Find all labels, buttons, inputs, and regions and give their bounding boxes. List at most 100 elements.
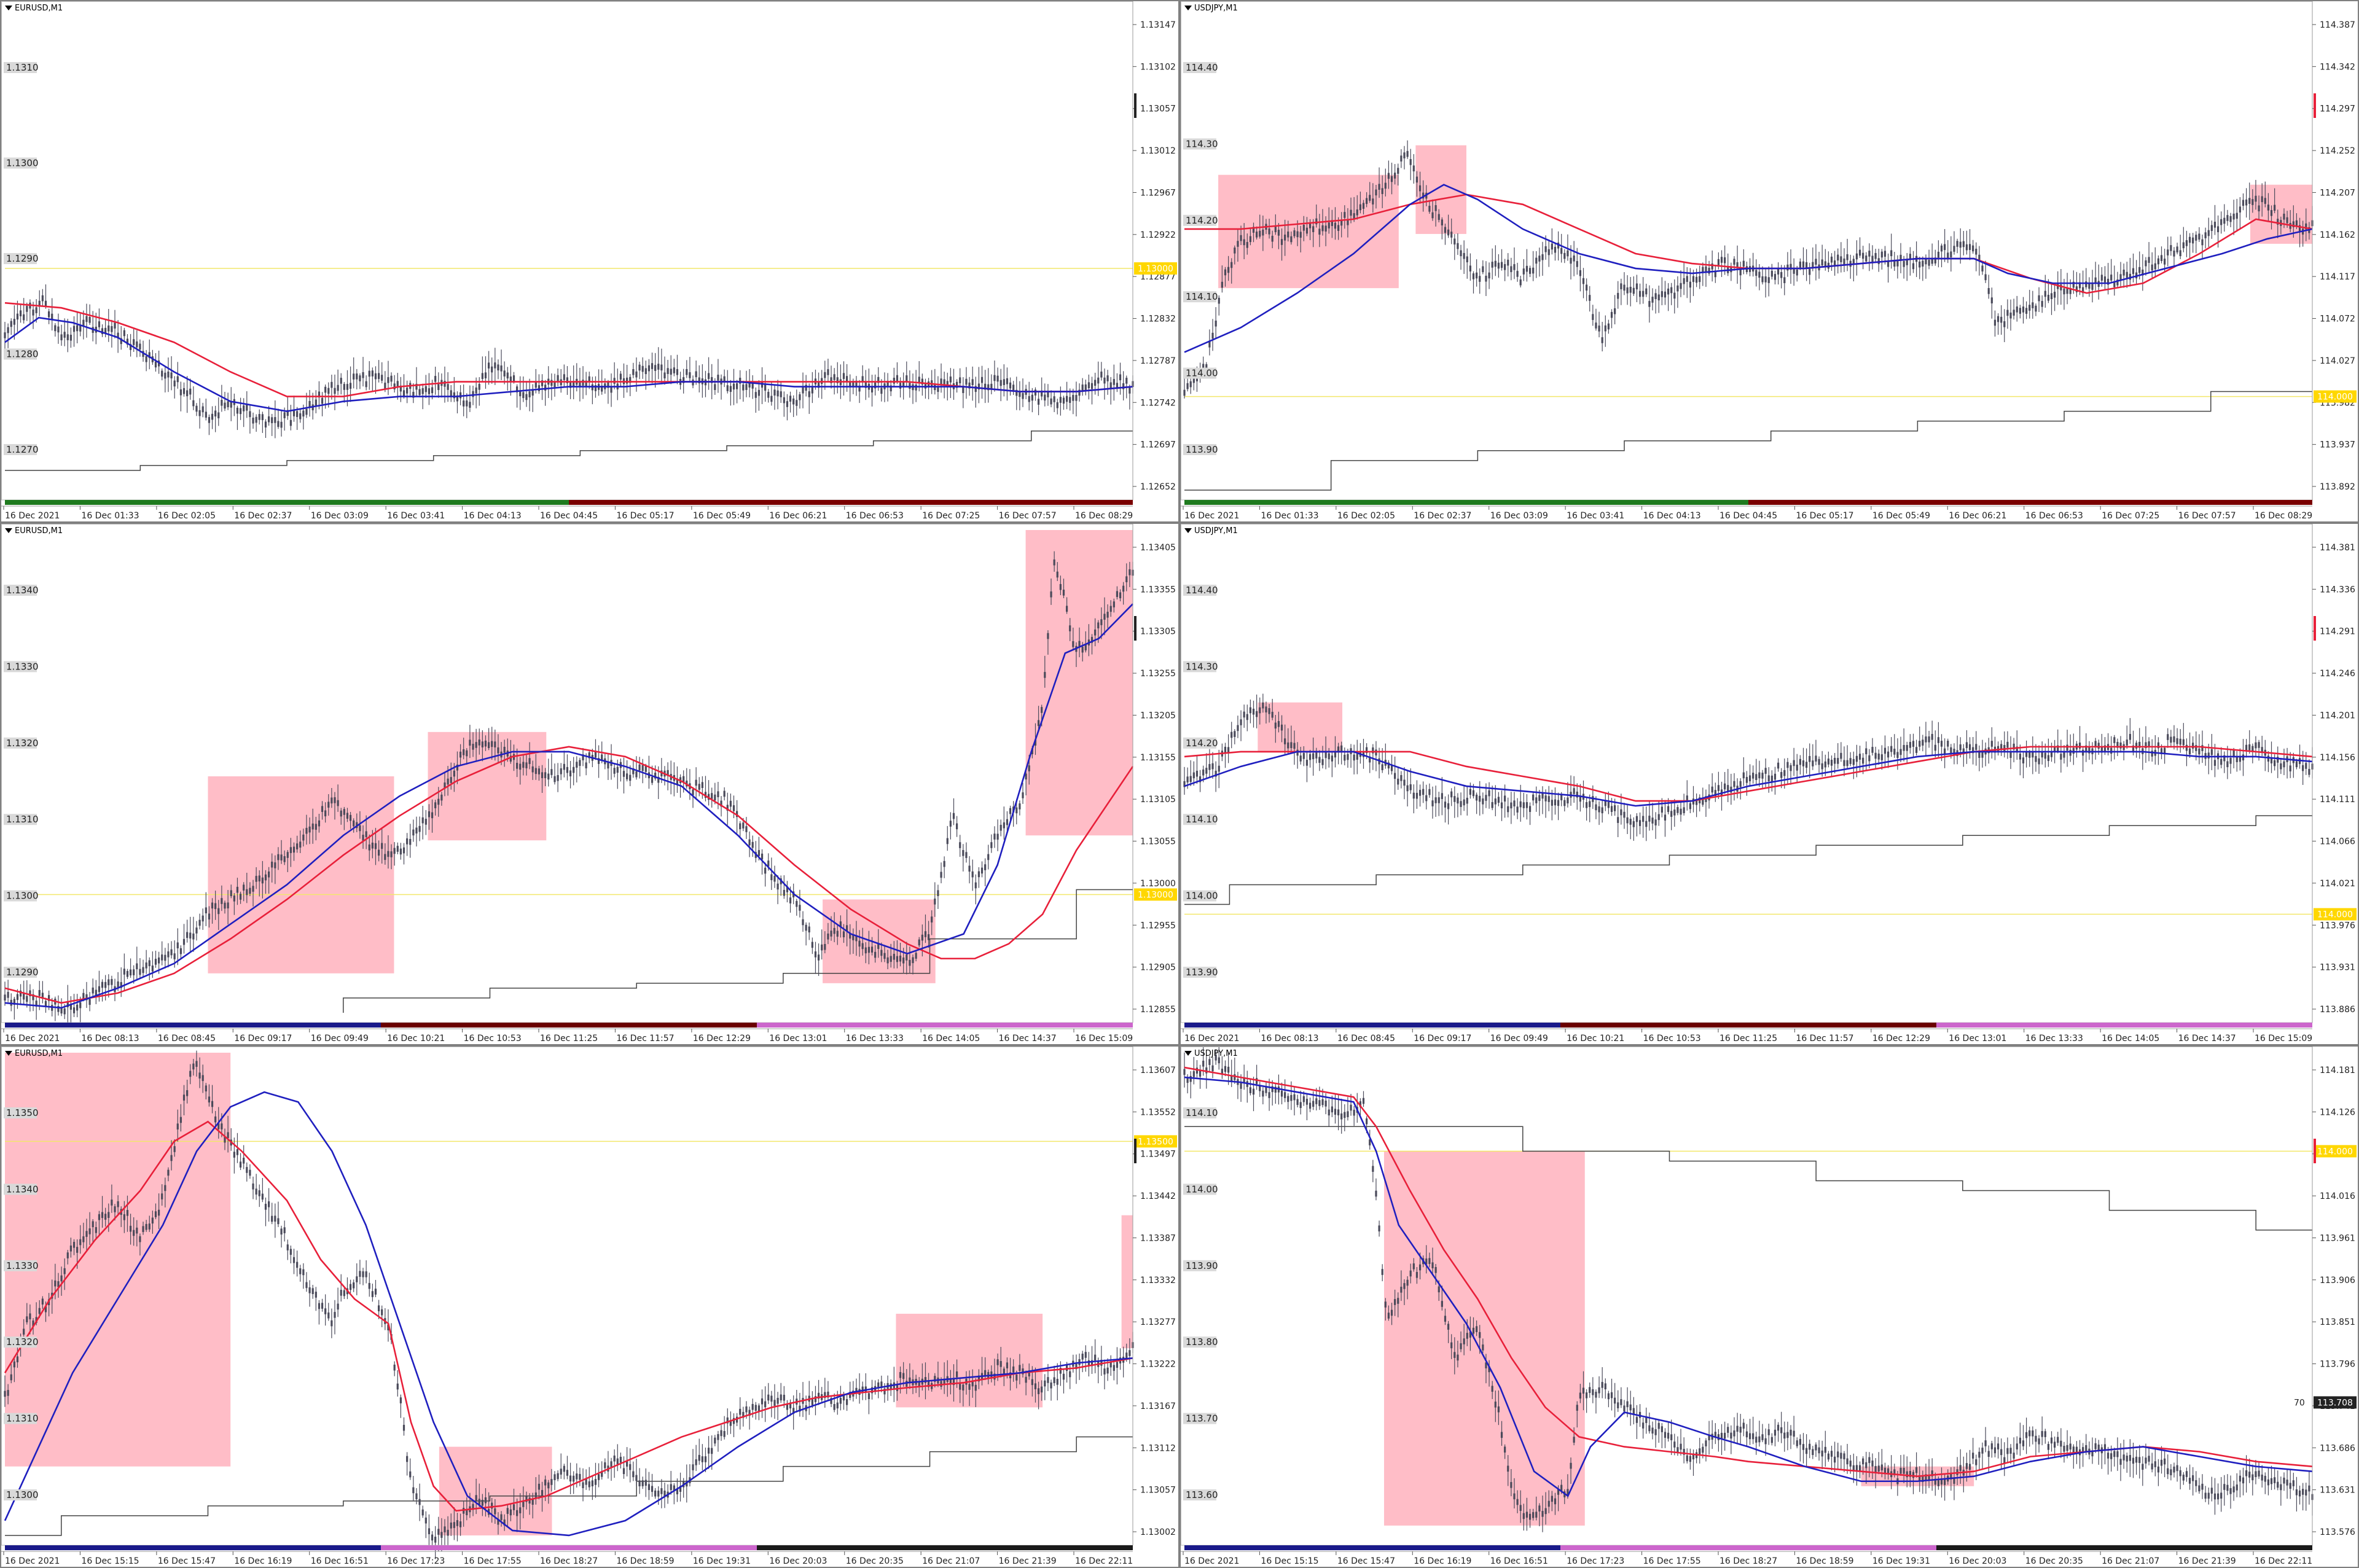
session-strip [1936, 1023, 2030, 1028]
symbol-label: EURUSD,M1 [15, 526, 63, 536]
time-label: 16 Dec 2021 [1184, 1556, 1239, 1566]
time-label: 16 Dec 09:17 [234, 1034, 292, 1043]
price-label-bg [4, 444, 37, 455]
session-strip [1184, 500, 1278, 505]
chart-canvas: 114.40 114.30 114.20 114.10 114.00 113.90 114.… [1181, 524, 2357, 1043]
session-strip [1748, 1545, 1842, 1550]
time-label: 16 Dec 10:53 [464, 1034, 522, 1043]
chart-panel-usdjpy-3[interactable]: 114.10 114.00 113.90 113.80 113.70 113.60 114.… [1181, 1047, 2358, 1567]
session-strip [569, 1023, 663, 1028]
chart-title: USDJPY,M1 [1184, 4, 1238, 13]
time-label: 16 Dec 17:23 [387, 1556, 445, 1566]
price-label-right: 113.886 [2320, 1005, 2355, 1015]
price-label-bg [1183, 138, 1216, 150]
session-strip [193, 500, 287, 505]
price-label-bg [1183, 214, 1216, 226]
level-tag-bg [1134, 262, 1177, 275]
dropdown-triangle-icon[interactable] [1184, 528, 1192, 533]
chart-title: EURUSD,M1 [5, 526, 63, 536]
price-label-left: 114.00 [1186, 368, 1218, 379]
time-label: 16 Dec 08:29 [2255, 511, 2312, 521]
time-label: 16 Dec 2021 [5, 1556, 60, 1566]
time-label: 16 Dec 04:13 [464, 511, 522, 521]
session-strip [1560, 500, 1654, 505]
chart-title: USDJPY,M1 [1184, 526, 1238, 536]
price-label-bg [1183, 1413, 1216, 1424]
chart-panel-eurusd-2[interactable]: 1.1340 1.1330 1.1320 1.1310 1.1300 1.1290 1.13… [1, 524, 1178, 1044]
price-label-right: 1.12877 [1140, 272, 1176, 282]
price-label-left: 114.30 [1186, 138, 1218, 149]
time-label: 16 Dec 07:25 [2102, 511, 2159, 521]
time-label: 16 Dec 21:39 [2178, 1556, 2236, 1566]
price-label-right: 1.12652 [1140, 482, 1176, 492]
step-line [343, 889, 1133, 1013]
price-label-left: 1.1290 [6, 253, 39, 264]
level-tag-bg [2314, 390, 2357, 403]
time-label: 16 Dec 08:45 [158, 1034, 216, 1043]
session-strip [757, 500, 851, 505]
chart-panel-usdjpy-1[interactable]: 114.40 114.30 114.20 114.10 114.00 113.90 114.… [1181, 1, 2358, 521]
price-label-bg [1183, 967, 1216, 978]
price-label-bg [1183, 1107, 1216, 1118]
time-label: 16 Dec 15:09 [1075, 1034, 1133, 1043]
time-label: 16 Dec 19:31 [693, 1556, 751, 1566]
time-label: 16 Dec 05:17 [1796, 511, 1853, 521]
level-tag-bg [1134, 1135, 1177, 1148]
chart-panel-usdjpy-2[interactable]: 114.40 114.30 114.20 114.10 114.00 113.90 114.… [1181, 524, 2358, 1044]
fast-moving-average [4, 1091, 1133, 1537]
price-label-bg [1183, 1489, 1216, 1500]
chart-panel-eurusd-3[interactable]: 1.1350 1.1340 1.1330 1.1320 1.1310 1.1300 1.13… [1, 1047, 1178, 1567]
price-label-right: 1.13000 [1140, 879, 1176, 889]
level-tag-bg [2314, 1145, 2357, 1158]
time-label: 16 Dec 02:37 [1414, 511, 1471, 521]
price-label-left: 1.1330 [6, 661, 39, 672]
price-label-right: 113.906 [2320, 1276, 2355, 1285]
level-tag: 114.000 [2317, 1147, 2353, 1156]
price-label-bg [1183, 291, 1216, 303]
price-label-right: 114.162 [2320, 230, 2355, 240]
time-label: 16 Dec 08:13 [1261, 1034, 1318, 1043]
dropdown-triangle-icon[interactable] [1184, 6, 1192, 10]
time-label: 16 Dec 06:53 [846, 511, 904, 521]
symbol-label: EURUSD,M1 [15, 4, 63, 13]
step-line [5, 430, 1133, 471]
candles [1183, 1047, 2314, 1532]
highlight-zone [208, 776, 394, 973]
slow-moving-average [4, 746, 1134, 1004]
time-label: 16 Dec 17:23 [1567, 1556, 1624, 1566]
price-label-right: 1.13255 [1140, 669, 1176, 679]
session-strip [1654, 500, 1748, 505]
step-line [1184, 815, 2312, 905]
time-label: 16 Dec 17:55 [464, 1556, 522, 1566]
session-strip [381, 1023, 475, 1028]
session-strip [2030, 1545, 2124, 1550]
time-label: 16 Dec 2021 [5, 511, 60, 521]
dropdown-triangle-icon[interactable] [1184, 1051, 1192, 1056]
time-label: 16 Dec 06:21 [1949, 511, 2006, 521]
price-label-right: 113.976 [2320, 921, 2355, 930]
time-label: 16 Dec 19:31 [1872, 1556, 1930, 1566]
highlight-zone [1121, 1215, 1133, 1349]
price-label-left: 1.1320 [6, 738, 39, 749]
time-label: 16 Dec 16:51 [1490, 1556, 1548, 1566]
price-label-left: 1.1340 [6, 585, 39, 596]
time-label: 16 Dec 14:05 [922, 1034, 980, 1043]
chart-canvas: 1.1310 1.1300 1.1290 1.1280 1.1270 1.13147 1.1… [1, 1, 1177, 521]
dropdown-triangle-icon[interactable] [5, 6, 12, 10]
session-strip [287, 1023, 381, 1028]
time-label: 16 Dec 11:57 [1796, 1034, 1853, 1043]
price-label-left: 114.10 [1186, 1107, 1218, 1118]
time-label: 16 Dec 13:01 [1949, 1034, 2006, 1043]
session-strip [1466, 1545, 1560, 1550]
price-label-right: 1.13387 [1140, 1233, 1176, 1243]
symbol-label: USDJPY,M1 [1194, 1049, 1238, 1058]
session-strip [569, 500, 663, 505]
session-strip [1278, 1023, 1372, 1028]
time-label: 16 Dec 14:37 [2178, 1034, 2236, 1043]
chart-panel-eurusd-1[interactable]: 1.1310 1.1300 1.1290 1.1280 1.1270 1.13147 1.1… [1, 1, 1178, 521]
price-label-right: 113.796 [2320, 1360, 2355, 1370]
dropdown-triangle-icon[interactable] [5, 1051, 12, 1056]
price-label-left: 114.00 [1186, 891, 1218, 902]
price-label-right: 114.387 [2320, 20, 2355, 30]
dropdown-triangle-icon[interactable] [5, 528, 12, 533]
